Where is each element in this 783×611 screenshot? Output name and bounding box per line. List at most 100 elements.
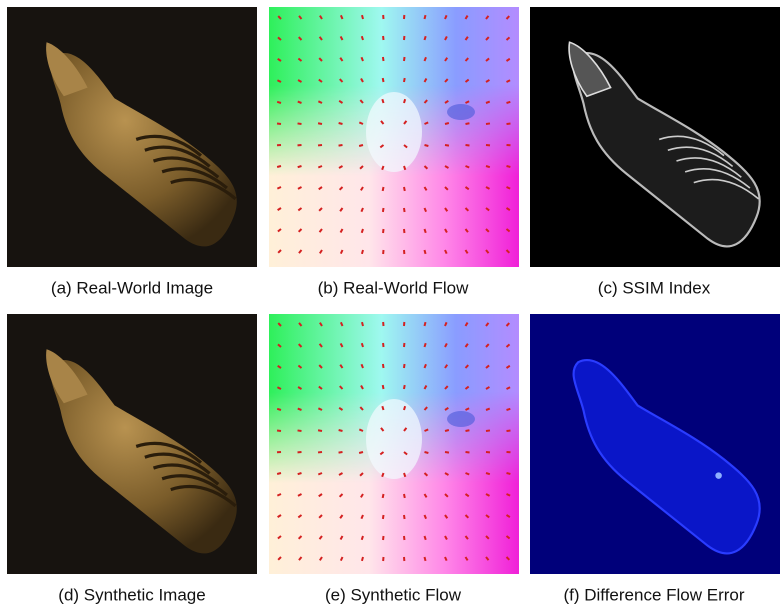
flow-dark xyxy=(447,411,475,427)
flow-arrow xyxy=(486,123,490,124)
flow-arrow xyxy=(383,187,384,191)
flow-arrow xyxy=(507,102,511,103)
flow-arrow xyxy=(298,166,302,167)
flow-arrow xyxy=(298,409,302,410)
flow-arrow xyxy=(339,123,343,124)
flow-arrow xyxy=(404,57,405,61)
flow-arrow xyxy=(362,250,363,254)
flow-arrow xyxy=(277,409,281,410)
flow-arrow xyxy=(404,385,405,389)
flow-arrow xyxy=(425,229,426,233)
error-spot xyxy=(715,472,721,478)
flow-arrow xyxy=(382,406,383,410)
flow-arrow xyxy=(339,430,343,431)
flow-arrow xyxy=(425,557,426,561)
flow-image xyxy=(269,314,519,574)
flow-arrow xyxy=(466,166,470,168)
caption: (c) SSIM Index xyxy=(598,278,711,297)
error-image xyxy=(530,314,780,574)
flow-arrow xyxy=(277,166,281,167)
flow-arrow xyxy=(425,452,429,453)
flow-arrow xyxy=(404,364,405,368)
flow-arrow xyxy=(318,166,322,167)
flow-arrow xyxy=(382,166,383,170)
flow-arrow xyxy=(383,57,384,61)
flow-arrow xyxy=(277,473,281,474)
flow-arrow xyxy=(318,430,322,431)
flow-arrow xyxy=(507,473,511,474)
caption: (e) Synthetic Flow xyxy=(325,585,462,604)
caption: (f) Difference Flow Error xyxy=(563,585,744,604)
flow-arrow xyxy=(425,36,426,40)
flow-arrow xyxy=(486,430,490,431)
flow-arrow xyxy=(383,364,384,368)
flow-arrow xyxy=(425,15,426,19)
flow-arrow xyxy=(486,473,490,474)
flow-arrow xyxy=(404,208,405,212)
flow-center xyxy=(366,399,422,479)
flow-dark xyxy=(447,104,475,120)
flow-image xyxy=(269,7,519,267)
flow-arrow xyxy=(383,208,384,212)
flow-arrow xyxy=(362,36,363,40)
flow-arrow xyxy=(298,123,302,124)
caption: (d) Synthetic Image xyxy=(58,585,205,604)
flow-arrow xyxy=(359,452,363,453)
flow-arrow xyxy=(486,166,490,167)
flow-arrow xyxy=(318,473,322,474)
flow-arrow xyxy=(383,78,384,82)
flow-arrow xyxy=(404,99,405,103)
flow-arrow xyxy=(486,102,490,103)
flow-arrow xyxy=(466,430,470,431)
flow-arrow xyxy=(339,452,343,453)
flow-arrow xyxy=(361,57,363,61)
flow-arrow xyxy=(382,99,383,103)
flow-arrow xyxy=(298,102,302,103)
flow-arrow xyxy=(339,145,343,146)
flow-arrow xyxy=(425,536,426,540)
flow-arrow xyxy=(383,515,384,519)
flow-center xyxy=(366,92,422,172)
flow-arrow xyxy=(362,229,363,233)
flow-arrow xyxy=(466,473,470,475)
flow-arrow xyxy=(425,57,426,61)
flow-arrow xyxy=(362,343,363,347)
flow-arrow xyxy=(383,494,384,498)
flow-arrow xyxy=(318,123,322,124)
flow-arrow xyxy=(445,123,449,124)
flow-arrow xyxy=(382,473,383,477)
flow-arrow xyxy=(362,557,363,561)
flow-arrow xyxy=(507,166,511,167)
flow-arrow xyxy=(359,122,363,124)
flow-arrow xyxy=(404,406,405,410)
flow-arrow xyxy=(486,409,490,410)
flow-arrow xyxy=(277,102,281,103)
flow-arrow xyxy=(507,409,511,410)
flow-arrow xyxy=(359,145,363,146)
flow-arrow xyxy=(362,322,363,326)
object-image xyxy=(7,314,257,574)
flow-arrow xyxy=(404,187,405,191)
flow-arrow xyxy=(404,515,405,519)
flow-arrow xyxy=(404,78,405,82)
caption: (b) Real-World Flow xyxy=(318,278,470,297)
flow-arrow xyxy=(383,385,384,389)
flow-arrow xyxy=(359,429,363,431)
figure: (a) Real-World Image (b) Real-World Flow… xyxy=(0,0,783,611)
ssim-image xyxy=(530,7,780,267)
flow-arrow xyxy=(445,430,449,431)
flow-arrow xyxy=(425,145,429,146)
flow-arrow xyxy=(404,473,405,477)
flow-arrow xyxy=(466,123,470,124)
flow-arrow xyxy=(425,364,426,368)
flow-arrow xyxy=(298,430,302,431)
flow-arrow xyxy=(425,250,426,254)
flow-arrow xyxy=(404,166,405,170)
flow-arrow xyxy=(425,322,426,326)
flow-arrow xyxy=(362,536,363,540)
flow-arrow xyxy=(361,364,363,368)
flow-arrow xyxy=(362,15,363,19)
flow-arrow xyxy=(425,343,426,347)
flow-arrow xyxy=(404,494,405,498)
object-image xyxy=(7,7,257,267)
